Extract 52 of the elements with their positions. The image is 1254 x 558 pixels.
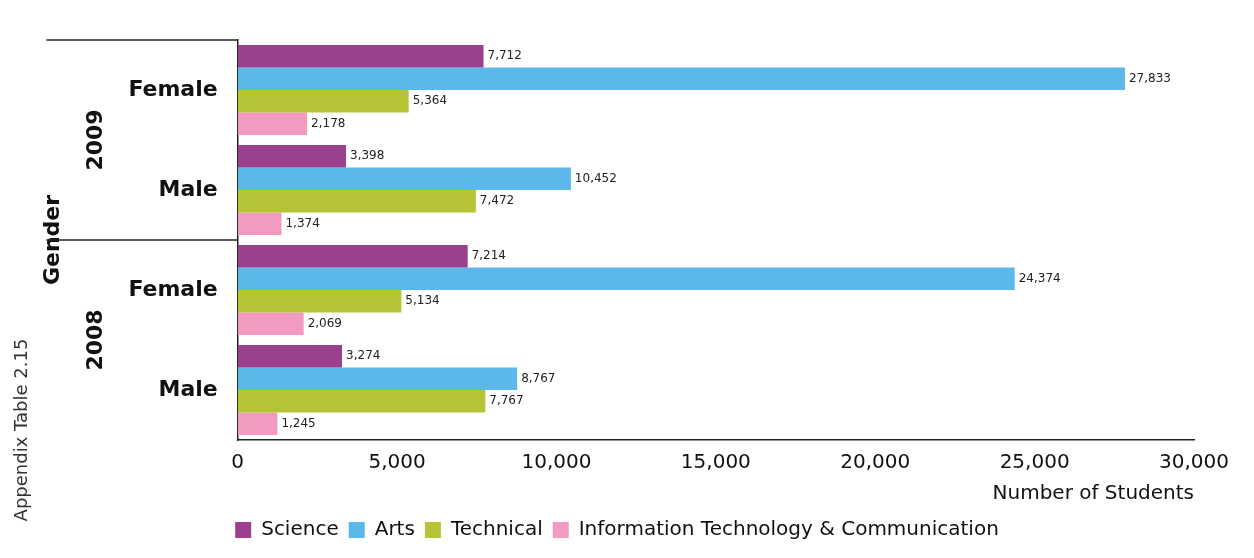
text: 2008 (82, 309, 108, 371)
data-label: 3,398 (350, 148, 385, 163)
bar (237, 290, 402, 313)
legend-label: Science (261, 516, 339, 541)
data-label: 2,178 (311, 115, 346, 130)
x-tick-label: 0 (231, 449, 245, 474)
y-tick-label: Female (128, 75, 218, 101)
legend-label: Information Technology & Communication (578, 516, 999, 541)
data-label: 7,214 (471, 248, 507, 263)
data-label: 8,767 (521, 370, 556, 385)
bar (237, 367, 518, 390)
data-label: 5,134 (405, 293, 440, 308)
data-label: 10,452 (574, 170, 617, 185)
y-tick-label: Female (128, 275, 218, 301)
data-label: 27,833 (1128, 70, 1171, 85)
text: 2009 (82, 109, 108, 171)
y-axis-title: Gender (38, 194, 64, 286)
text: Appendix Table 2.15 (9, 338, 31, 522)
bar (237, 245, 468, 268)
bar (237, 167, 571, 190)
bar (237, 90, 409, 113)
bar (237, 145, 347, 168)
bar (237, 345, 343, 368)
bar (237, 390, 486, 413)
legend-label: Arts (374, 516, 415, 541)
x-tick-label: 25,000 (999, 449, 1070, 474)
bar (237, 412, 278, 435)
x-tick-label: 5,000 (368, 449, 426, 474)
bar (237, 67, 1125, 90)
y-tick-label: Male (158, 175, 218, 201)
y-tick-label: Male (158, 375, 218, 401)
bar (237, 312, 304, 335)
bar (237, 45, 484, 68)
x-tick-label: 20,000 (840, 449, 911, 474)
data-label: 7,712 (487, 48, 522, 63)
data-label: 1,374 (285, 215, 320, 230)
legend-label: Technical (449, 516, 543, 541)
data-label: 3,274 (346, 348, 381, 363)
x-tick-label: 15,000 (680, 449, 751, 474)
data-label: 7,767 (489, 393, 524, 408)
data-label: 2,069 (307, 315, 342, 330)
data-label: 5,364 (412, 93, 448, 108)
x-tick-label: 30,000 (1159, 449, 1229, 474)
bar (237, 112, 308, 135)
bar (237, 190, 476, 213)
data-label: 1,245 (281, 415, 316, 430)
x-tick-label: 10,000 (521, 449, 592, 474)
bar (237, 267, 1015, 290)
bar (237, 212, 282, 235)
data-label: 7,472 (479, 193, 515, 208)
data-label: 24,374 (1018, 270, 1061, 285)
x-axis-title: Number of Students (992, 480, 1194, 505)
